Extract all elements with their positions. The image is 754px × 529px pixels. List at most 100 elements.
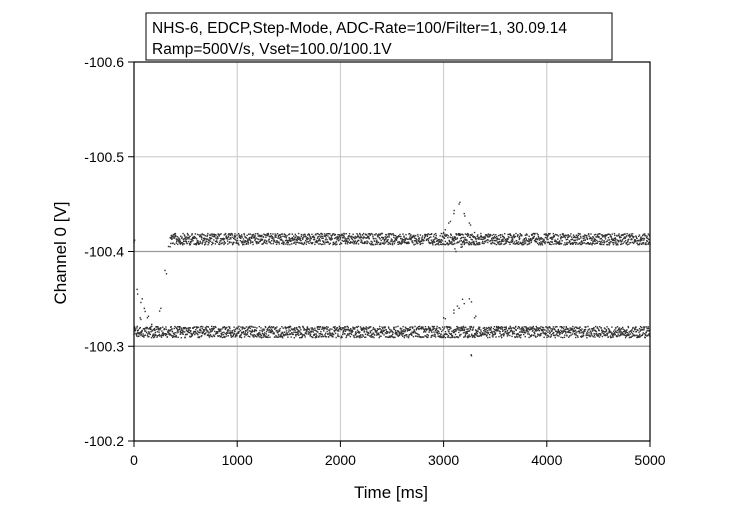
data-point xyxy=(439,328,442,330)
data-point xyxy=(244,236,246,238)
data-point xyxy=(147,328,149,330)
data-point xyxy=(591,330,594,332)
data-point xyxy=(593,334,596,336)
data-point xyxy=(470,326,473,328)
data-point xyxy=(526,329,529,331)
data-point xyxy=(580,335,582,338)
data-point xyxy=(311,242,313,245)
data-point xyxy=(218,241,221,244)
data-point xyxy=(455,328,458,330)
data-point xyxy=(492,334,494,336)
data-point xyxy=(194,237,197,239)
data-point xyxy=(510,327,512,329)
data-point xyxy=(579,329,582,331)
data-point xyxy=(267,232,270,235)
data-point xyxy=(222,326,224,329)
data-point xyxy=(512,234,515,237)
data-point xyxy=(433,331,435,333)
data-point xyxy=(431,329,434,331)
data-point xyxy=(459,327,462,329)
data-point xyxy=(237,242,240,244)
data-point xyxy=(505,240,508,243)
data-point xyxy=(341,237,344,239)
data-point xyxy=(498,238,501,240)
data-point xyxy=(340,337,342,339)
data-point xyxy=(330,235,333,237)
data-point xyxy=(243,243,245,246)
data-point xyxy=(554,326,557,328)
data-point xyxy=(417,233,419,236)
data-point xyxy=(389,232,392,235)
data-point xyxy=(459,234,461,237)
data-point xyxy=(517,333,519,335)
data-point xyxy=(384,236,386,238)
data-point xyxy=(477,242,479,244)
data-point xyxy=(298,236,300,238)
data-point xyxy=(455,233,458,235)
data-point xyxy=(192,327,195,329)
data-point xyxy=(252,334,254,337)
data-point xyxy=(504,238,507,241)
data-point xyxy=(473,236,476,238)
data-point xyxy=(203,239,205,241)
data-point xyxy=(363,236,365,238)
data-point xyxy=(296,328,299,331)
data-point xyxy=(232,242,234,245)
data-point xyxy=(497,243,499,245)
data-point xyxy=(458,232,460,235)
data-point xyxy=(222,333,225,336)
data-point xyxy=(305,331,307,333)
data-point xyxy=(195,326,198,328)
data-point xyxy=(303,242,306,244)
data-point xyxy=(138,332,141,334)
data-point xyxy=(204,243,207,245)
data-point xyxy=(621,239,624,241)
data-point xyxy=(532,329,534,331)
data-point xyxy=(293,327,296,330)
data-point xyxy=(190,333,193,335)
data-point xyxy=(343,235,345,237)
data-point xyxy=(585,326,587,328)
data-point xyxy=(397,335,399,338)
data-point xyxy=(608,244,611,246)
data-point xyxy=(595,236,597,238)
data-point xyxy=(440,330,443,333)
data-point xyxy=(163,328,165,331)
data-point xyxy=(203,239,205,242)
data-point xyxy=(217,328,220,331)
data-point xyxy=(184,237,186,240)
data-point xyxy=(216,332,218,334)
data-point xyxy=(272,326,275,328)
data-point xyxy=(557,328,560,331)
data-point xyxy=(240,334,242,337)
data-point xyxy=(417,240,420,242)
data-point xyxy=(465,241,468,244)
data-point xyxy=(621,334,623,336)
data-point xyxy=(187,331,190,334)
data-point xyxy=(135,333,137,335)
data-point xyxy=(419,243,421,246)
data-point xyxy=(478,335,480,338)
data-point xyxy=(212,327,214,330)
data-point xyxy=(525,237,527,239)
data-point xyxy=(550,236,553,239)
data-point xyxy=(528,235,530,238)
data-point xyxy=(273,333,275,335)
data-point xyxy=(401,238,403,240)
data-point xyxy=(254,328,256,331)
data-point xyxy=(185,240,188,243)
data-point xyxy=(352,236,355,239)
data-point xyxy=(365,234,368,236)
data-point xyxy=(410,234,412,236)
data-point xyxy=(616,325,619,328)
data-point xyxy=(440,241,442,244)
data-point xyxy=(384,332,387,334)
data-point xyxy=(344,237,346,239)
data-point xyxy=(288,329,290,331)
data-point xyxy=(165,328,168,331)
data-point xyxy=(222,237,225,240)
data-point xyxy=(614,242,617,244)
data-point xyxy=(641,234,644,237)
data-point xyxy=(254,334,256,337)
data-point xyxy=(465,238,467,241)
